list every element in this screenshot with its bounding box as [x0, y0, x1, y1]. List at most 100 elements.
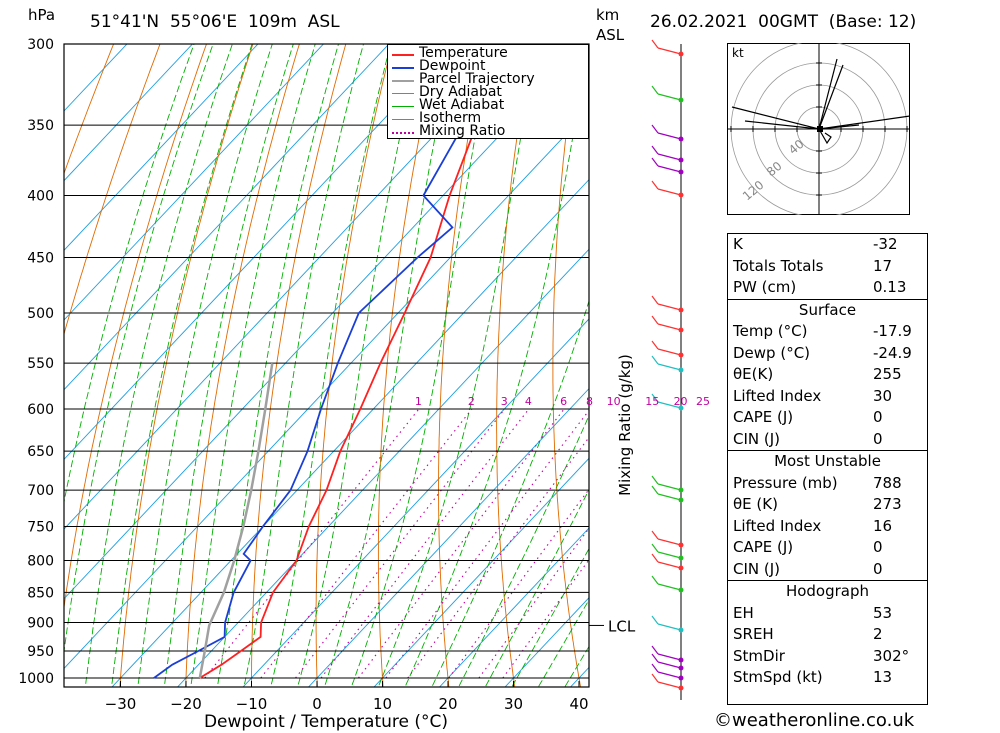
- dry-adiabat-line: [315, 44, 393, 687]
- hodograph-trace-a: [818, 64, 844, 130]
- wind-barb-icon: [657, 653, 682, 661]
- isotherm-line: [307, 387, 589, 687]
- chart-legend: Temperature Dewpoint Parcel Trajectory D…: [387, 44, 589, 139]
- legend-label-dry-adiabat: Dry Adiabat: [419, 84, 502, 100]
- hodograph-trace-b: [818, 58, 838, 130]
- index-label: StmSpd (kt): [733, 668, 823, 686]
- footer-copyright: ©weatheronline.co.uk: [714, 710, 915, 731]
- pressure-tick-label: 500: [27, 306, 54, 322]
- index-label: Lifted Index: [733, 516, 822, 535]
- index-row-k: K -32: [728, 234, 927, 256]
- hodograph-section-title: Hodograph: [728, 580, 927, 603]
- temperature-tick-label: 20: [438, 695, 457, 713]
- wind-level-dot: [678, 51, 684, 57]
- location-title: 51°41'N 55°06'E 109m ASL: [90, 12, 340, 32]
- isotherm-line: [373, 457, 589, 687]
- hodograph-trace-d: [744, 120, 820, 130]
- index-value: 2: [873, 625, 883, 643]
- wind-barb-icon: [651, 475, 659, 485]
- legend-swatch-wet-adiabat: [392, 106, 414, 107]
- hpa-unit-label: hPa: [28, 6, 56, 24]
- index-value: -32: [873, 235, 898, 253]
- pressure-tick-label: 400: [27, 188, 54, 204]
- pressure-tick-label: 800: [27, 553, 54, 569]
- wind-barb-icon: [657, 483, 682, 491]
- index-label: StmDir: [733, 646, 785, 665]
- wind-level-dot: [678, 169, 684, 175]
- index-row-pw: PW (cm) 0.13: [728, 277, 927, 299]
- wind-barb-icon: [657, 551, 682, 559]
- temperature-tick-label: −10: [236, 695, 268, 713]
- mixing-ratio-line: [204, 408, 420, 679]
- hodograph-row: StmSpd (kt) 13: [728, 667, 927, 689]
- isotherm-line: [438, 527, 589, 687]
- legend-item-dry-adiabat: Dry Adiabat: [388, 84, 588, 100]
- wind-level-dot: [678, 136, 684, 142]
- index-label: EH: [733, 603, 754, 622]
- pressure-tick-label: 700: [27, 483, 54, 499]
- pressure-tick-label: 850: [27, 585, 54, 601]
- wind-barb-icon: [651, 39, 659, 49]
- plot-frame: [63, 43, 590, 688]
- index-row-totals: Totals Totals 17: [728, 256, 927, 278]
- mixing-ratio-line: [478, 527, 589, 679]
- dry-adiabat-line: [552, 44, 582, 687]
- index-value: 788: [873, 473, 902, 492]
- wet-adiabat-line: [216, 44, 339, 687]
- wind-barb-icon: [657, 132, 682, 140]
- mixing-ratio-line: [357, 408, 565, 679]
- wind-level-dot: [678, 685, 684, 691]
- wind-barb-icon: [651, 340, 659, 350]
- surface-section-title: Surface: [728, 298, 927, 322]
- most-unstable-row: Lifted Index 16: [728, 516, 927, 538]
- wind-barb-icon: [657, 165, 682, 173]
- index-label: SREH: [733, 625, 774, 643]
- wind-level-dot: [678, 665, 684, 671]
- legend-swatch-dry-adiabat: [392, 93, 414, 94]
- wind-barb-icon: [651, 124, 659, 134]
- index-value: -24.9: [873, 343, 912, 362]
- index-value: -17.9: [873, 322, 912, 340]
- isotherm-line: [64, 44, 259, 251]
- index-value: 53: [873, 603, 893, 622]
- temperature-tick-label: 10: [373, 695, 392, 713]
- index-value: 16: [873, 516, 893, 535]
- index-label: Pressure (mb): [733, 473, 838, 492]
- wind-barb-icon: [657, 153, 682, 161]
- wind-barb-icon: [657, 47, 682, 55]
- dry-adiabat-line: [64, 44, 207, 611]
- wet-adiabat-line: [377, 44, 538, 687]
- legend-swatch-dewpoint: [392, 67, 414, 69]
- wind-level-dot: [678, 192, 684, 198]
- surface-row: Dewp (°C) -24.9: [728, 343, 927, 365]
- pressure-tick-label: 650: [27, 444, 54, 460]
- dry-adiabat-line: [185, 44, 300, 687]
- hodograph-trace-c: [731, 106, 820, 130]
- pressure-tick-label: 450: [27, 251, 54, 267]
- mixing-ratio-line: [260, 408, 473, 679]
- wind-barb-icon: [651, 157, 659, 167]
- wet-adiabat-line: [64, 44, 214, 655]
- wind-barb-icon: [651, 485, 659, 495]
- legend-label-mixing-ratio: Mixing Ratio: [419, 123, 506, 139]
- index-label: CIN (J): [733, 559, 781, 578]
- mixing-ratio-line: [502, 558, 589, 679]
- wet-adiabat-line: [431, 299, 589, 687]
- wind-level-dot: [678, 327, 684, 333]
- wet-adiabat-line: [163, 44, 294, 687]
- wind-barb-icon: [651, 355, 659, 365]
- index-value: 255: [873, 365, 902, 383]
- isotherm-line: [64, 44, 325, 321]
- series-dewpoint: [153, 44, 482, 679]
- wind-barb-icon: [651, 85, 659, 95]
- wet-adiabat-line: [323, 44, 455, 687]
- km-unit-label: km: [596, 6, 620, 24]
- hodograph-row: StmDir 302°: [728, 646, 927, 668]
- wet-adiabat-line: [137, 44, 273, 687]
- wind-barb-icon: [651, 575, 659, 585]
- index-value: 302°: [873, 646, 910, 665]
- mixing-ratio-label: 3: [501, 395, 508, 408]
- surface-row: θE(K) 255: [728, 364, 927, 386]
- wind-barb-icon: [657, 561, 682, 569]
